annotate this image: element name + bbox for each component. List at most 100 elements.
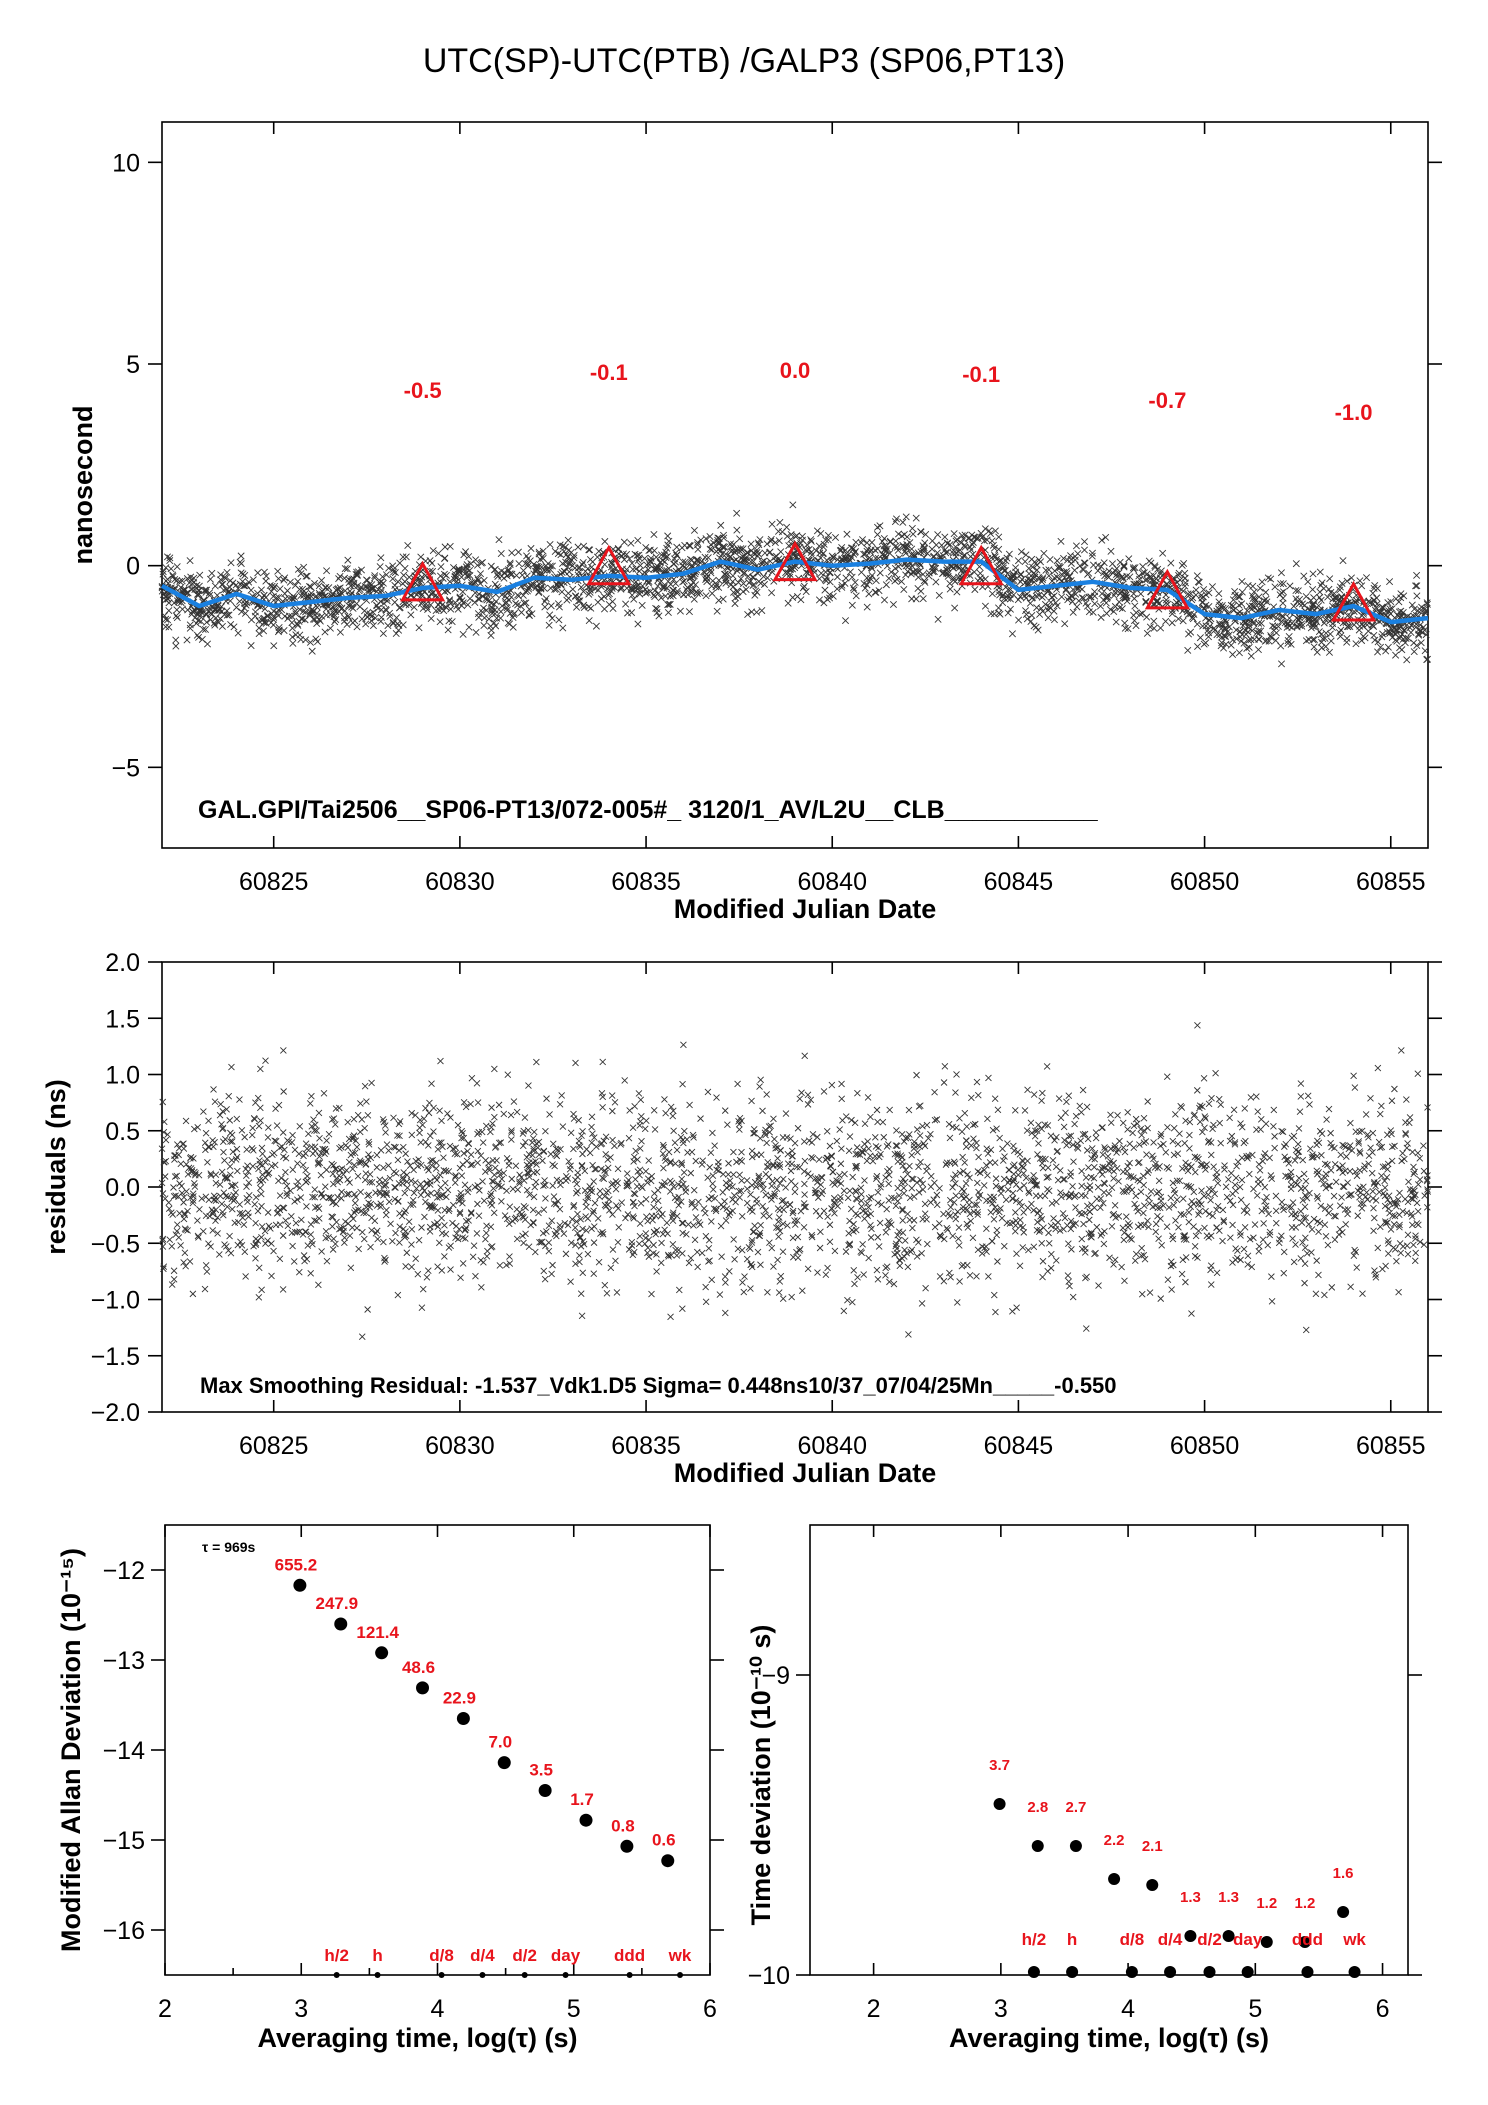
- scatter-point: [527, 544, 535, 552]
- scatter-point: [946, 580, 954, 588]
- residual-point: [636, 1166, 644, 1174]
- residual-point: [622, 1214, 629, 1222]
- scatter-point: [1225, 623, 1233, 631]
- scatter-point: [821, 586, 829, 594]
- scatter-point: [891, 577, 899, 585]
- scatter-point: [1001, 566, 1009, 575]
- residual-point: [956, 1278, 963, 1285]
- x-axis-label: Modified Julian Date: [674, 894, 937, 924]
- scatter-point: [852, 592, 860, 600]
- scatter-point: [401, 564, 409, 572]
- scatter-point: [587, 604, 595, 612]
- residual-point: [763, 1139, 770, 1147]
- residual-point: [1057, 1189, 1064, 1196]
- scatter-point: [456, 594, 464, 602]
- scatter-point: [232, 603, 240, 611]
- residual-point: [321, 1183, 329, 1191]
- scatter-point: [362, 576, 371, 584]
- residual-point: [282, 1177, 289, 1185]
- residual-point: [1108, 1184, 1116, 1192]
- residual-point: [241, 1133, 249, 1141]
- scatter-point: [1088, 552, 1096, 560]
- scatter-point: [1401, 639, 1409, 647]
- x-tick-label: 60840: [797, 1432, 867, 1460]
- residual-point: [1069, 1293, 1077, 1301]
- scatter-point: [1264, 574, 1272, 582]
- residual-point: [899, 1217, 907, 1224]
- marker-value-label: -0.7: [1148, 388, 1186, 413]
- residual-point: [159, 1190, 167, 1197]
- scatter-point: [407, 611, 415, 619]
- scatter-point: [1392, 651, 1400, 659]
- residual-point: [798, 1287, 806, 1295]
- residual-point: [1238, 1176, 1246, 1184]
- residual-point: [923, 1216, 930, 1223]
- scatter-point: [841, 617, 850, 625]
- scatter-point: [541, 603, 549, 611]
- scatter-point: [1045, 572, 1053, 580]
- scatter-point: [1147, 559, 1155, 567]
- residual-point: [1045, 1239, 1053, 1247]
- scatter-point: [882, 581, 890, 589]
- residual-point: [1376, 1110, 1384, 1118]
- residual-point: [638, 1137, 645, 1145]
- residual-point: [325, 1130, 333, 1138]
- scatter-point: [435, 549, 443, 557]
- scatter-point: [542, 595, 550, 603]
- scatter-point: [570, 551, 578, 559]
- residual-point: [1111, 1201, 1119, 1209]
- residual-point: [531, 1248, 539, 1256]
- residual-point: [1043, 1063, 1051, 1070]
- residual-point: [1221, 1162, 1228, 1169]
- residual-point: [535, 1209, 542, 1217]
- scatter-point: [909, 530, 917, 538]
- residual-point: [441, 1253, 448, 1260]
- residual-point: [1414, 1149, 1422, 1157]
- residual-point: [1391, 1142, 1398, 1150]
- scatter-point: [271, 582, 279, 590]
- scatter-point: [1369, 621, 1377, 629]
- residual-point: [709, 1180, 716, 1187]
- residual-point: [1206, 1210, 1213, 1218]
- residual-point: [220, 1148, 227, 1156]
- scatter-point: [1238, 588, 1246, 596]
- scatter-point: [686, 542, 694, 550]
- residual-point: [210, 1086, 217, 1093]
- scatter-point: [1398, 646, 1406, 654]
- residual-point: [770, 1162, 777, 1170]
- residual-point: [994, 1106, 1002, 1114]
- scatter-point: [186, 557, 194, 565]
- scatter-point: [223, 568, 231, 576]
- residual-point: [479, 1178, 486, 1185]
- residual-point: [472, 1272, 479, 1280]
- residual-point: [985, 1074, 992, 1082]
- scatter-point: [558, 588, 566, 596]
- residual-point: [1367, 1094, 1374, 1102]
- residual-point: [831, 1247, 839, 1255]
- residual-point: [751, 1222, 758, 1230]
- scatter-point: [1069, 608, 1077, 616]
- residual-point: [823, 1127, 831, 1135]
- residual-point: [244, 1209, 252, 1217]
- scatter-point: [919, 595, 927, 603]
- residual-point: [1179, 1256, 1187, 1264]
- scatter-point: [251, 612, 259, 620]
- residual-point: [1140, 1202, 1148, 1209]
- scatter-point: [564, 536, 572, 544]
- residual-point: [826, 1238, 834, 1246]
- scatter-point: [1249, 582, 1257, 590]
- residual-point: [390, 1114, 397, 1122]
- residual-point: [1264, 1241, 1272, 1249]
- residual-point: [540, 1267, 548, 1275]
- scatter-point: [162, 564, 170, 572]
- residual-point: [1082, 1325, 1090, 1332]
- scatter-point: [1316, 588, 1324, 596]
- scatter-point: [995, 533, 1003, 541]
- scatter-point: [254, 569, 262, 577]
- residual-point: [575, 1116, 582, 1124]
- residual-point: [1070, 1158, 1077, 1165]
- scatter-point: [1325, 585, 1333, 593]
- residual-point: [1034, 1218, 1041, 1226]
- scatter-point: [247, 642, 255, 650]
